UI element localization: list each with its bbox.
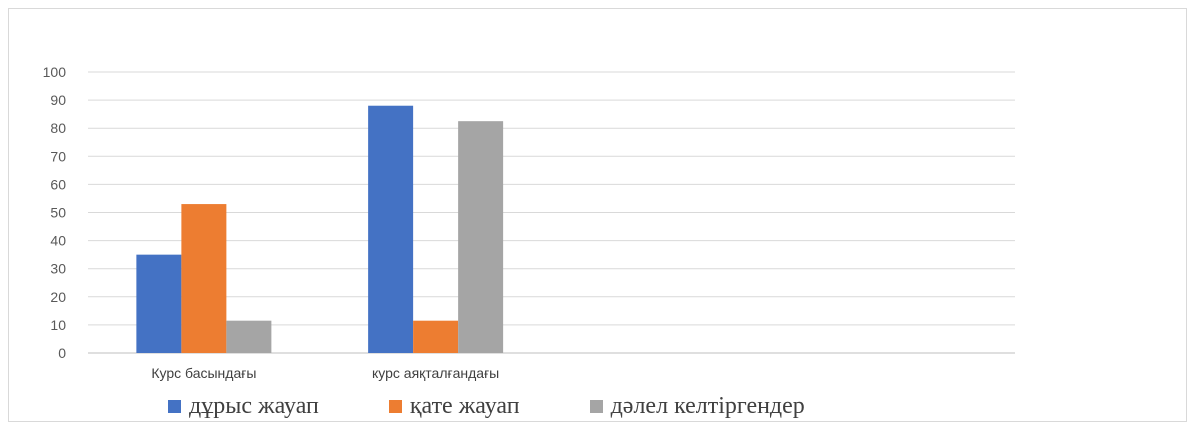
legend-item-justified: дәлел келтіргендер bbox=[589, 392, 805, 420]
bar bbox=[226, 320, 272, 353]
y-tick-label: 10 bbox=[50, 317, 66, 333]
gridlines bbox=[88, 71, 1015, 354]
x-category-label: курс аяқталғандағы bbox=[372, 365, 499, 381]
bar bbox=[136, 254, 182, 353]
y-tick-label: 100 bbox=[43, 64, 67, 80]
legend-item-wrong: қате жауап bbox=[388, 392, 520, 420]
x-category-label: Курс басындағы bbox=[151, 365, 256, 381]
legend-label: дәлел келтіргендер bbox=[610, 392, 805, 419]
y-tick-label: 20 bbox=[50, 289, 66, 305]
y-tick-label: 50 bbox=[50, 205, 66, 221]
bar bbox=[181, 204, 227, 353]
legend-label: қате жауап bbox=[409, 392, 520, 419]
y-tick-label: 80 bbox=[50, 120, 66, 136]
x-axis-categories: Курс басындағы курс аяқталғандағы bbox=[151, 365, 499, 381]
legend-swatch bbox=[589, 399, 603, 413]
bar bbox=[458, 121, 504, 353]
y-tick-label: 40 bbox=[50, 233, 66, 249]
y-tick-label: 90 bbox=[50, 92, 66, 108]
bar bbox=[368, 105, 414, 353]
legend-label: дұрыс жауап bbox=[189, 392, 319, 419]
y-axis-ticks: 0 10 20 30 40 50 60 70 80 90 100 bbox=[43, 64, 67, 361]
legend-swatch bbox=[168, 399, 181, 413]
legend: дұрыс жауап қате жауап дәлел келтіргенде… bbox=[168, 391, 805, 421]
y-tick-label: 0 bbox=[58, 345, 66, 361]
legend-swatch bbox=[388, 399, 402, 413]
bars bbox=[136, 105, 504, 353]
legend-item-correct: дұрыс жауап bbox=[168, 393, 319, 420]
bar bbox=[413, 320, 459, 353]
y-tick-label: 60 bbox=[50, 176, 66, 192]
y-tick-label: 70 bbox=[50, 148, 66, 164]
y-tick-label: 30 bbox=[50, 261, 66, 277]
